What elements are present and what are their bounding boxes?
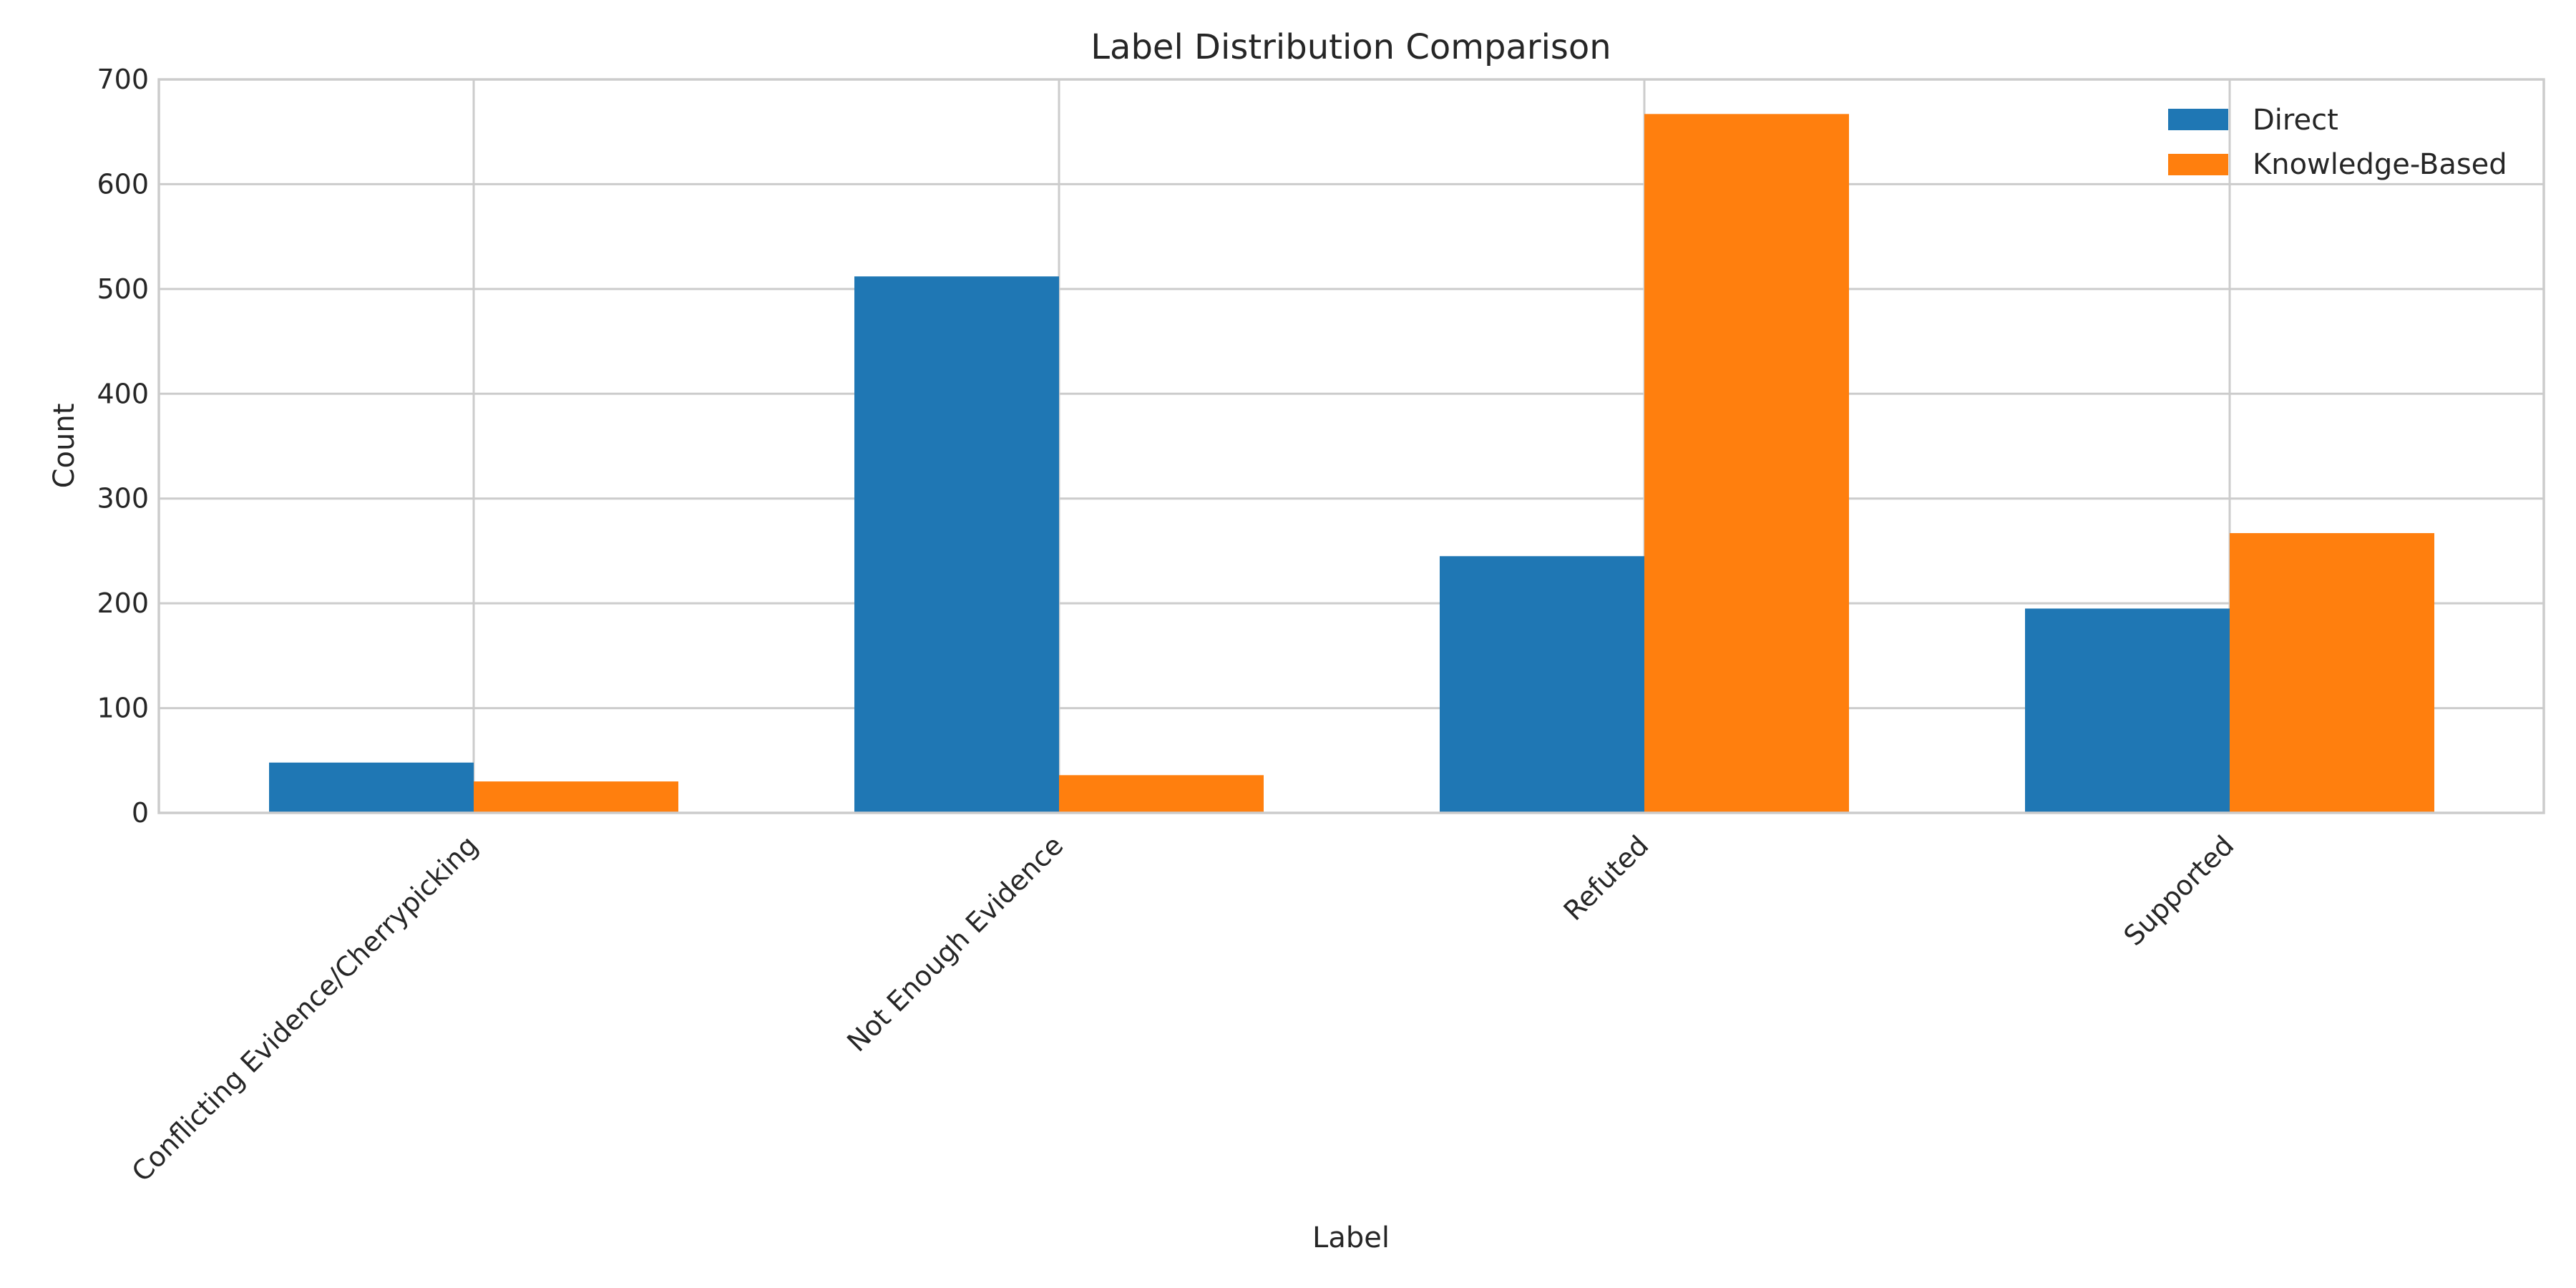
y-axis-ticks: 0 100 200 300 400 500 600 700 xyxy=(97,64,149,829)
bar-direct-refuted xyxy=(1440,556,1644,813)
legend-swatch-knowledge-based xyxy=(2168,154,2228,175)
bar-knowledge-based-supported xyxy=(2230,533,2434,813)
y-tick-label: 400 xyxy=(97,378,149,409)
bar-knowledge-based-not-enough-evidence xyxy=(1059,775,1264,813)
bar-knowledge-based-conflicting-evidence-cherrypicking xyxy=(474,781,678,813)
chart-title: Label Distribution Comparison xyxy=(1091,27,1611,67)
legend-label-direct: Direct xyxy=(2253,104,2338,137)
y-tick-label: 0 xyxy=(132,797,149,829)
x-axis-ticks: Conflicting Evidence/Cherrypicking Not En… xyxy=(126,829,2240,1188)
y-tick-label: 100 xyxy=(97,693,149,724)
x-tick-label-conflicting-evidence-cherrypicking: Conflicting Evidence/Cherrypicking xyxy=(126,829,484,1188)
bar-direct-supported xyxy=(2025,608,2230,813)
legend: Direct Knowledge-Based xyxy=(2168,104,2507,181)
x-tick-label-refuted: Refuted xyxy=(1558,829,1655,927)
legend-swatch-direct xyxy=(2168,109,2228,130)
bar-direct-not-enough-evidence xyxy=(854,276,1059,813)
bar-knowledge-based-refuted xyxy=(1644,114,1849,814)
y-tick-label: 500 xyxy=(97,273,149,305)
y-axis-title: Count xyxy=(48,404,81,489)
y-tick-label: 700 xyxy=(97,64,149,95)
bars xyxy=(269,114,2434,814)
x-tick-label-not-enough-evidence: Not Enough Evidence xyxy=(841,829,1069,1058)
y-tick-label: 200 xyxy=(97,587,149,619)
x-tick-label-supported: Supported xyxy=(2117,829,2240,952)
legend-label-knowledge-based: Knowledge-Based xyxy=(2253,148,2507,181)
x-axis-title: Label xyxy=(1312,1221,1390,1254)
bar-direct-conflicting-evidence-cherrypicking xyxy=(269,762,474,813)
y-tick-label: 300 xyxy=(97,483,149,514)
y-tick-label: 600 xyxy=(97,168,149,200)
plot-frame xyxy=(157,78,2545,814)
